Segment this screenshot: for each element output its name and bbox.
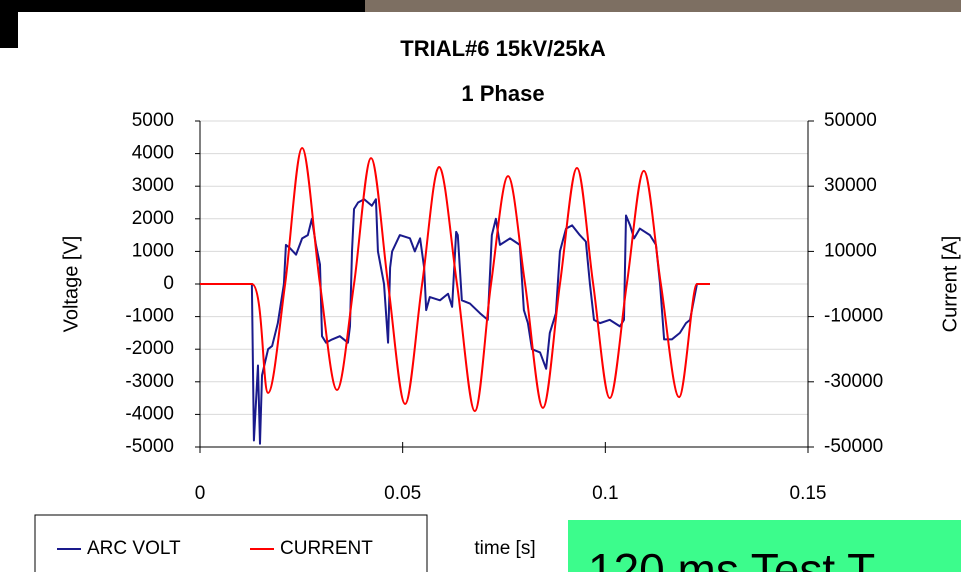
x-axis-label: time [s] <box>474 538 535 559</box>
y-tick-label: 0 <box>163 273 174 294</box>
photo-strip <box>365 0 961 12</box>
legend-label: CURRENT <box>280 538 373 559</box>
x-tick-label: 0.05 <box>384 483 421 504</box>
chart-title: TRIAL#6 15kV/25kA <box>400 36 606 61</box>
y-tick-label: 3000 <box>132 175 174 196</box>
y2-tick-label: 30000 <box>824 175 877 196</box>
y2-tick-label: -30000 <box>824 371 883 392</box>
y-tick-label: -4000 <box>125 403 174 424</box>
y2-axis-label: Current [A] <box>939 236 961 333</box>
x-tick-label: 0.15 <box>790 483 827 504</box>
y-tick-label: 5000 <box>132 110 174 131</box>
left-band <box>0 0 18 48</box>
chart: TRIAL#6 15kV/25kA 1 Phase Voltage [V] Cu… <box>0 0 961 572</box>
page: TRIAL#6 15kV/25kA 1 Phase Voltage [V] Cu… <box>0 0 961 572</box>
x-tick-label: 0 <box>195 483 206 504</box>
y2-tick-label: -50000 <box>824 436 883 457</box>
top-band <box>0 0 365 12</box>
y-tick-label: -3000 <box>125 371 174 392</box>
chart-subtitle: 1 Phase <box>461 81 544 106</box>
y-tick-label: 2000 <box>132 208 174 229</box>
y-tick-label: 1000 <box>132 240 174 261</box>
y-tick-label: 4000 <box>132 143 174 164</box>
y-axis-label: Voltage [V] <box>60 236 82 333</box>
legend: ARC VOLT CURRENT <box>35 515 427 572</box>
y-tick-label: -5000 <box>125 436 174 457</box>
legend-label: ARC VOLT <box>87 538 181 559</box>
y-tick-label: -1000 <box>125 306 174 327</box>
annotation: 120 ms Test T <box>588 544 875 572</box>
y2-tick-label: -10000 <box>824 306 883 327</box>
y2-tick-label: 10000 <box>824 240 877 261</box>
y-tick-label: -2000 <box>125 338 174 359</box>
x-tick-label: 0.1 <box>592 483 618 504</box>
y2-tick-label: 50000 <box>824 110 877 131</box>
